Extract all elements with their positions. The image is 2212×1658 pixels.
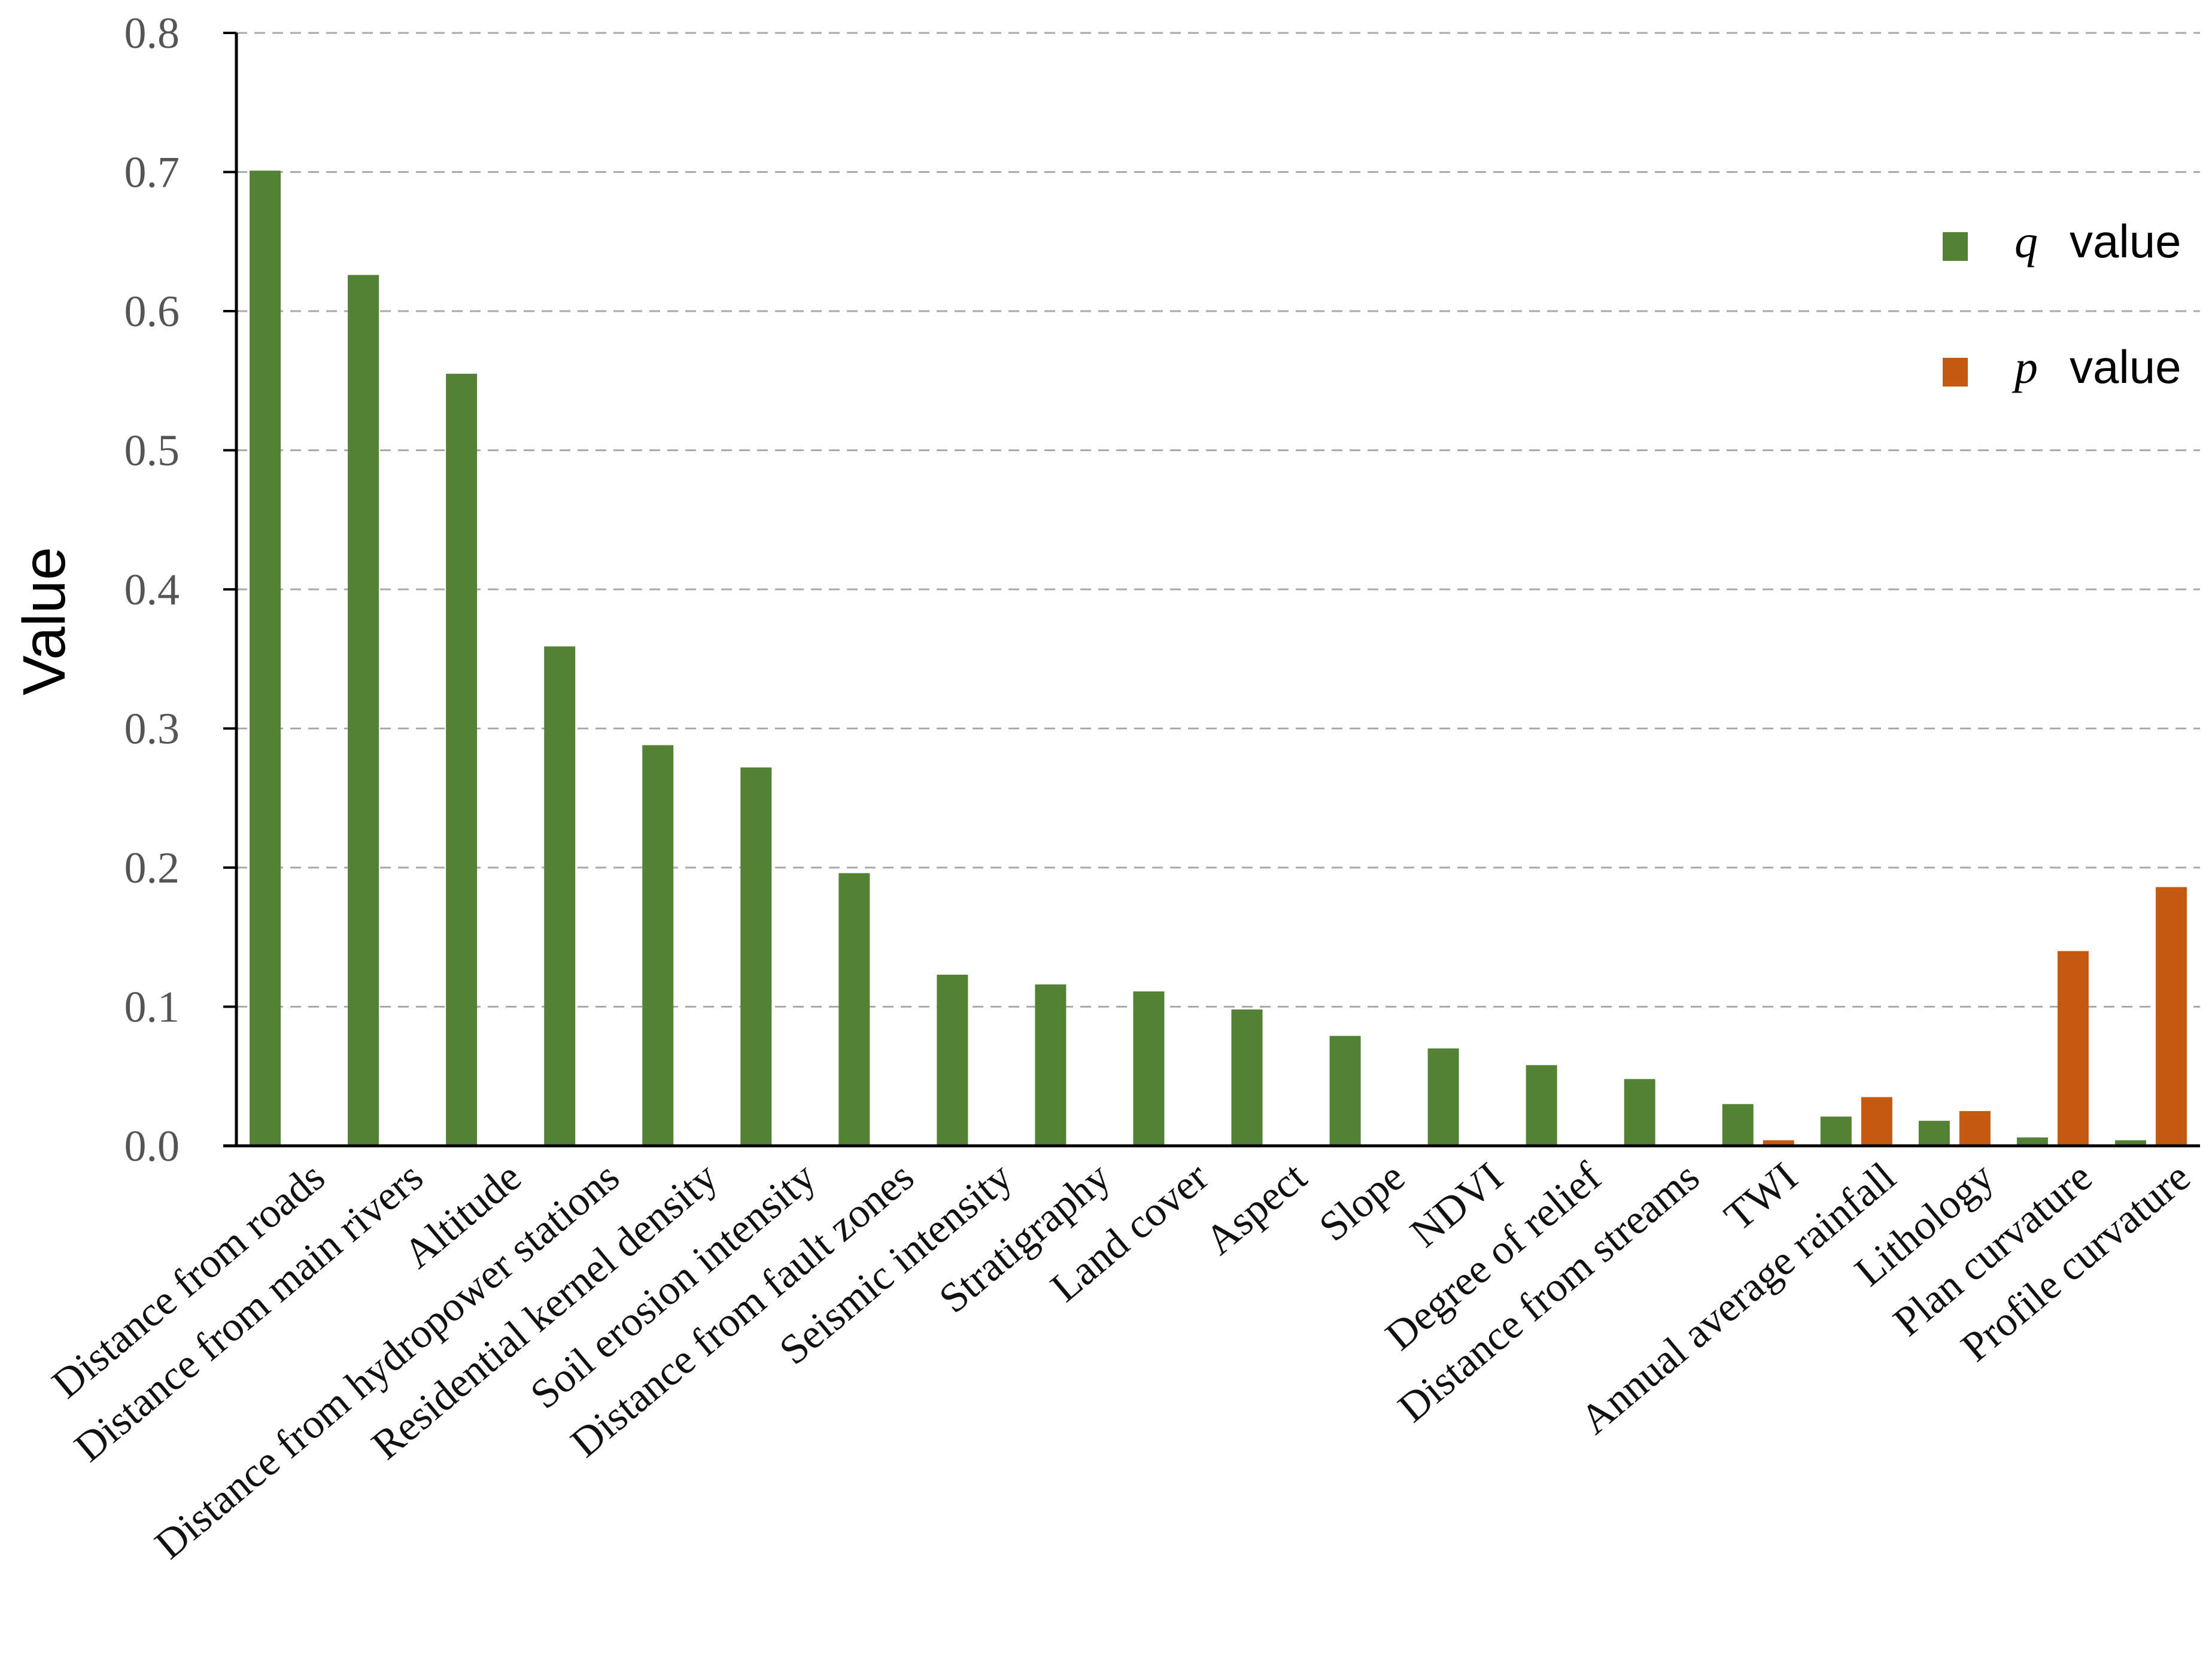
x-tick-label: Slope: [1311, 1154, 1414, 1250]
bars: [250, 171, 2187, 1146]
y-tick-labels: 0.0 0.1 0.2 0.3 0.4 0.5 0.6 0.7 0.8: [124, 9, 180, 1171]
bar-q-11: [1231, 1009, 1263, 1146]
grid-lines: [223, 32, 2200, 1147]
bar-q-13: [1427, 1048, 1459, 1146]
y-tick-label: 0.3: [124, 705, 180, 754]
y-tick-label: 0.1: [124, 983, 180, 1032]
bar-q-3: [446, 373, 478, 1146]
y-tick-label: 0.8: [124, 9, 180, 58]
y-tick-label: 0.0: [124, 1122, 180, 1171]
y-tick-label: 0.4: [124, 565, 180, 614]
bar-q-9: [1035, 984, 1066, 1146]
bar-p-16: [1763, 1140, 1794, 1146]
legend-item-p: p value: [1943, 340, 2181, 393]
bar-q-7: [838, 873, 870, 1146]
bar-q-15: [1624, 1079, 1655, 1146]
legend-swatch-p: [1943, 358, 1968, 387]
bar-p-18: [1959, 1111, 1991, 1146]
y-tick-label: 0.7: [124, 148, 180, 197]
bar-p-19: [2057, 951, 2089, 1146]
legend-item-q: q value: [1943, 215, 2181, 267]
bar-q-17: [1820, 1117, 1852, 1146]
legend: q value p value: [1943, 215, 2181, 393]
bar-p-20: [2155, 887, 2187, 1146]
y-tick-label: 0.6: [124, 287, 180, 336]
bar-q-5: [642, 745, 674, 1146]
bar-q-2: [348, 275, 379, 1146]
legend-symbol-p: p: [2012, 341, 2038, 393]
legend-swatch-q: [1943, 232, 1968, 261]
bar-q-10: [1133, 991, 1165, 1146]
bar-p-17: [1861, 1097, 1892, 1146]
bar-q-14: [1526, 1065, 1557, 1146]
legend-label-p: value: [2070, 340, 2181, 393]
x-tick-label: Aspect: [1196, 1154, 1315, 1264]
bar-q-19: [2016, 1137, 2048, 1146]
bar-q-4: [544, 646, 576, 1146]
bar-q-8: [937, 975, 968, 1146]
y-tick-label: 0.5: [124, 427, 180, 476]
bar-q-6: [740, 767, 772, 1146]
axes: [223, 33, 2200, 1148]
bar-q-20: [2114, 1140, 2146, 1146]
legend-label-q: value: [2070, 215, 2181, 267]
y-axis-label: Value: [11, 547, 78, 695]
bar-q-1: [250, 171, 281, 1146]
legend-symbol-q: q: [2014, 215, 2038, 267]
bar-q-12: [1329, 1036, 1361, 1146]
bar-q-18: [1918, 1121, 1950, 1146]
bar-q-16: [1722, 1104, 1754, 1146]
y-tick-label: 0.2: [124, 844, 180, 893]
